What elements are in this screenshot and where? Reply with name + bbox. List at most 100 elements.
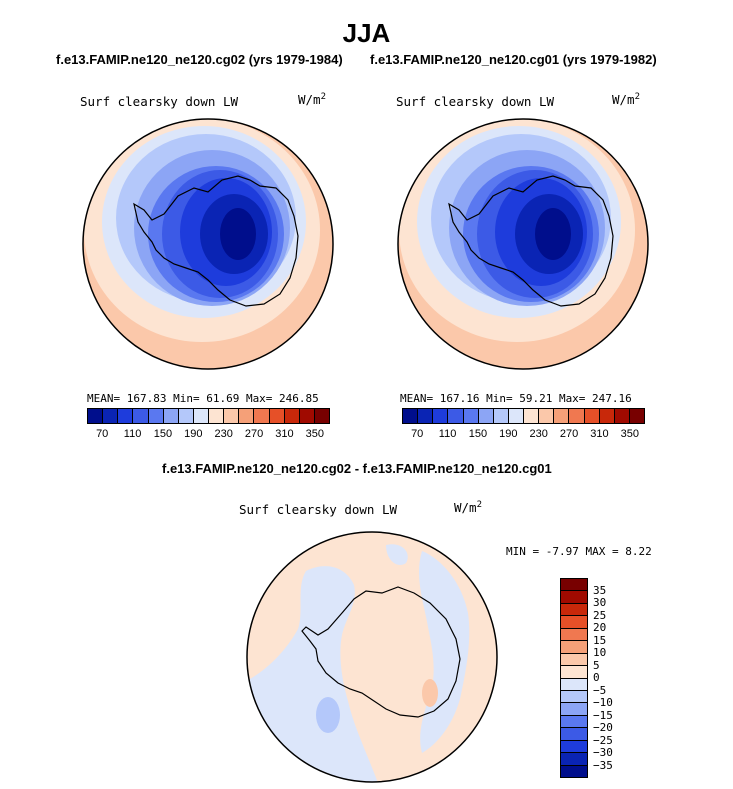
colorbar-tick-label: 150 (468, 428, 488, 440)
colorbar-swatch (561, 603, 587, 617)
colorbar-tick-label: −35 (593, 758, 613, 772)
colorbar-swatch (561, 740, 587, 754)
colorbar-tick-label: 310 (590, 428, 609, 440)
colorbar-swatch (433, 409, 449, 423)
colorbar-swatch (133, 409, 149, 423)
colorbar-tick-label: 150 (153, 428, 173, 440)
colorbar-tick-label: 310 (275, 428, 294, 440)
right-units-label: W/m2 (612, 92, 640, 108)
colorbar-swatch (539, 409, 555, 423)
colorbar-swatch (478, 409, 494, 423)
colorbar-swatch (584, 409, 600, 423)
colorbar-swatch (561, 641, 587, 654)
colorbar-tick-label: −15 (593, 708, 613, 722)
diff-colorbar-ticks: 35 30 25 20 15 10 5 0 −5 −10 −15 −20 −25 −30 −35 (593, 578, 643, 778)
colorbar-tick-label: −10 (593, 696, 613, 709)
colorbar-swatch (561, 666, 587, 679)
diff-units-label: W/m2 (454, 500, 482, 516)
colorbar-swatch (103, 409, 119, 423)
colorbar-tick-label: 35 (593, 583, 607, 597)
colorbar-tick-label: 70 (96, 428, 109, 440)
colorbar-tick-label: 190 (499, 428, 518, 440)
right-colorbar (402, 408, 645, 424)
colorbar-swatch (493, 409, 509, 423)
colorbar-swatch (299, 409, 315, 423)
colorbar-tick-label: 350 (305, 428, 324, 440)
diff-colorbar (560, 578, 588, 778)
colorbar-swatch (314, 409, 329, 423)
colorbar-tick-label: 0 (593, 671, 600, 684)
right-colorbar-ticks: 70 110 150 190 230 270 310 350 (402, 428, 645, 442)
colorbar-swatch (554, 409, 570, 423)
colorbar-tick-label: 20 (593, 621, 607, 634)
left-case-title: f.e13.FAMIP.ne120_ne120.cg02 (yrs 1979-1… (56, 52, 343, 67)
right-polar-map (397, 118, 649, 370)
diff-title: f.e13.FAMIP.ne120_ne120.cg02 - f.e13.FAM… (162, 461, 552, 476)
colorbar-tick-label: 350 (620, 428, 639, 440)
left-polar-map (82, 118, 334, 370)
colorbar-swatch (569, 409, 585, 423)
colorbar-tick-label: −30 (593, 746, 613, 759)
colorbar-swatch (239, 409, 255, 423)
colorbar-swatch (561, 678, 587, 691)
colorbar-swatch (561, 653, 587, 667)
colorbar-tick-label: 190 (184, 428, 203, 440)
colorbar-swatch (118, 409, 134, 423)
colorbar-swatch (254, 409, 270, 423)
colorbar-swatch (269, 409, 285, 423)
colorbar-swatch (403, 409, 419, 423)
colorbar-swatch (561, 753, 587, 766)
colorbar-tick-label: 110 (123, 428, 142, 440)
colorbar-swatch (561, 728, 587, 741)
colorbar-swatch (561, 616, 587, 629)
colorbar-tick-label: 70 (411, 428, 424, 440)
right-variable-label: Surf clearsky down LW (396, 94, 555, 109)
left-stats: MEAN= 167.83 Min= 61.69 Max= 246.85 (87, 392, 319, 405)
colorbar-swatch (508, 409, 524, 423)
colorbar-tick-label: 15 (593, 633, 607, 647)
colorbar-swatch (224, 409, 240, 423)
diff-polar-map (246, 531, 498, 783)
colorbar-tick-label: 270 (559, 428, 579, 440)
diff-stats: MIN = -7.97 MAX = 8.22 (506, 545, 652, 558)
colorbar-tick-label: 25 (593, 608, 607, 622)
colorbar-tick-label: −5 (593, 683, 607, 697)
colorbar-swatch (561, 690, 587, 704)
colorbar-swatch (599, 409, 615, 423)
left-units-label: W/m2 (298, 92, 326, 108)
colorbar-swatch (448, 409, 464, 423)
colorbar-swatch (561, 715, 587, 729)
colorbar-swatch (561, 628, 587, 642)
colorbar-tick-label: −20 (593, 721, 613, 734)
left-variable-label: Surf clearsky down LW (80, 94, 239, 109)
colorbar-tick-label: 30 (593, 596, 607, 609)
colorbar-swatch (148, 409, 164, 423)
colorbar-swatch (561, 765, 587, 777)
colorbar-swatch (418, 409, 434, 423)
colorbar-swatch (614, 409, 630, 423)
colorbar-tick-label: 10 (593, 646, 607, 659)
colorbar-swatch (178, 409, 194, 423)
right-case-title: f.e13.FAMIP.ne120_ne120.cg01 (yrs 1979-1… (370, 52, 657, 67)
left-colorbar (87, 408, 330, 424)
colorbar-tick-label: 110 (438, 428, 457, 440)
left-colorbar-ticks: 70 110 150 190 230 270 310 350 (87, 428, 330, 442)
colorbar-tick-label: 5 (593, 658, 600, 672)
diff-variable-label: Surf clearsky down LW (239, 502, 398, 517)
colorbar-swatch (88, 409, 104, 423)
colorbar-tick-label: −25 (593, 733, 613, 747)
colorbar-swatch (561, 591, 587, 604)
colorbar-swatch (284, 409, 300, 423)
colorbar-swatch (163, 409, 179, 423)
right-stats: MEAN= 167.16 Min= 59.21 Max= 247.16 (400, 392, 632, 405)
colorbar-swatch (524, 409, 540, 423)
colorbar-swatch (561, 703, 587, 716)
colorbar-tick-label: 230 (529, 428, 548, 440)
figure-title: JJA (342, 18, 391, 48)
colorbar-swatch (193, 409, 209, 423)
colorbar-tick-label: 270 (244, 428, 264, 440)
colorbar-swatch (209, 409, 225, 423)
colorbar-swatch (561, 579, 587, 592)
colorbar-swatch (463, 409, 479, 423)
colorbar-swatch (629, 409, 644, 423)
